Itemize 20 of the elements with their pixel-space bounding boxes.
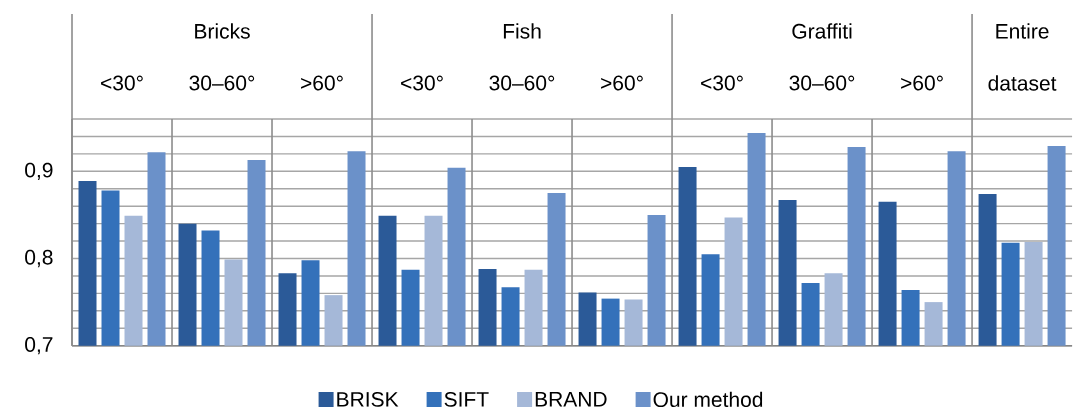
x-tick-label: 30–60° [489,75,555,91]
text: Graffiti [792,23,852,39]
y-tick-label: 0,7 [25,337,53,355]
legend-label: SIFT [444,391,489,407]
x-tick-label: <30° [401,75,443,91]
x-tick-label: >60° [901,75,943,91]
y-tick-label: 0,9 [25,162,53,180]
x-tick-label: <30° [101,75,143,91]
text: Fish [503,23,541,39]
legend-label: BRISK [337,391,399,407]
x-tick-label: 30–60° [789,75,855,91]
x-tick-label: >60° [601,75,643,91]
legend-label: BRAND [535,392,607,407]
x-tick-label: <30° [701,75,743,91]
category-label: Entire dataset [988,23,1057,91]
y-tick-label: 0,8 [25,249,53,268]
x-tick-label: >60° [301,75,343,91]
x-tick-label: 30–60° [189,75,255,91]
legend-label: Our method [653,391,763,408]
text: Bricks [195,23,250,39]
